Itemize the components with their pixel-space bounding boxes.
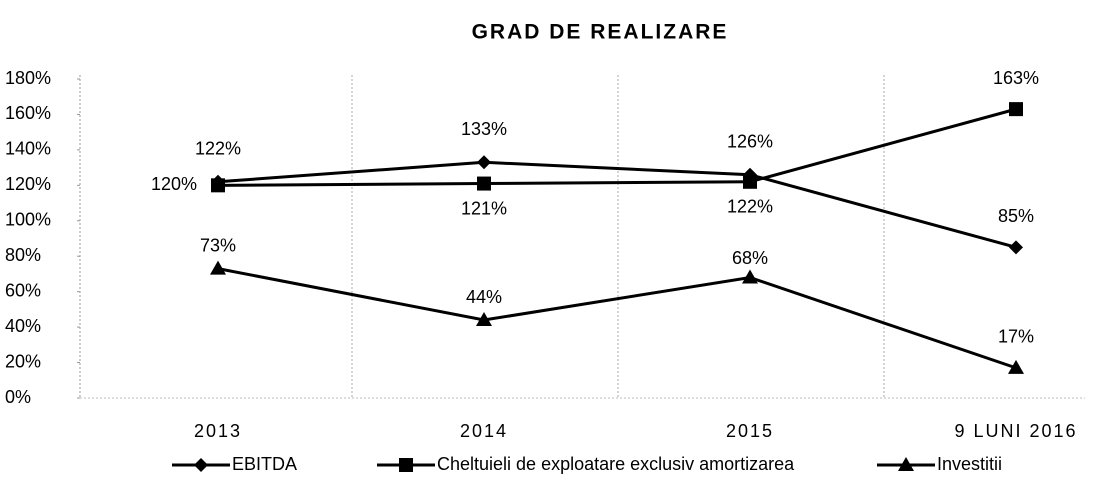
- y-tick-label: 20%: [5, 351, 41, 371]
- data-label: 68%: [732, 248, 768, 268]
- data-label: 85%: [998, 206, 1034, 226]
- y-tick-label: 60%: [5, 280, 41, 300]
- data-label: 126%: [727, 131, 773, 151]
- marker: [477, 155, 491, 170]
- data-label: 44%: [466, 287, 502, 307]
- marker: [1009, 240, 1023, 255]
- legend-marker: [898, 457, 914, 471]
- marker: [742, 269, 758, 284]
- series-line: [217, 107, 1017, 187]
- y-tick-label: 180%: [5, 68, 51, 88]
- series-line: [217, 160, 1017, 249]
- y-tick-label: 0%: [5, 387, 31, 407]
- marker: [477, 176, 491, 191]
- marker: [476, 312, 492, 327]
- y-tick-label: 40%: [5, 316, 41, 336]
- data-label: 163%: [993, 68, 1039, 88]
- data-label: 17%: [998, 327, 1034, 347]
- x-tick-label: 2014: [460, 421, 508, 441]
- legend-marker: [399, 458, 413, 472]
- y-tick-label: 120%: [5, 174, 51, 194]
- legend-marker: [194, 458, 208, 472]
- legend-label: Investitii: [937, 454, 1002, 474]
- data-label: 122%: [727, 197, 773, 217]
- marker: [1008, 359, 1024, 374]
- chart-title: GRAD DE REALIZARE: [472, 21, 729, 44]
- data-label: 121%: [461, 198, 507, 218]
- y-tick-label: 160%: [5, 103, 51, 123]
- data-label: 120%: [151, 174, 197, 194]
- marker: [1009, 102, 1023, 117]
- x-tick-label: 2013: [194, 421, 242, 441]
- y-tick-label: 80%: [5, 245, 41, 265]
- legend-label: EBITDA: [232, 454, 297, 474]
- marker: [210, 260, 226, 275]
- marker: [743, 174, 757, 189]
- legend-label: Cheltuieli de exploatare exclusiv amorti…: [437, 454, 795, 474]
- series-line: [217, 267, 1017, 370]
- x-tick-label: 9 LUNI 2016: [954, 421, 1077, 441]
- data-label: 73%: [200, 235, 236, 255]
- x-tick-label: 2015: [726, 421, 774, 441]
- data-label: 133%: [461, 119, 507, 139]
- data-label: 122%: [195, 139, 241, 159]
- marker: [211, 178, 225, 193]
- y-tick-label: 140%: [5, 139, 51, 159]
- y-tick-label: 100%: [5, 210, 51, 230]
